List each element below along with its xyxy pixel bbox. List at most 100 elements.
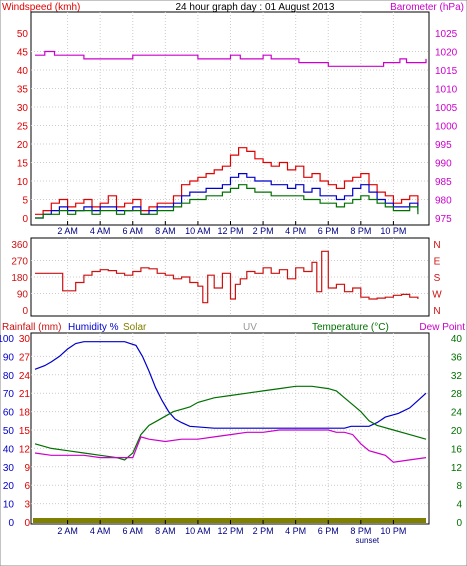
rainfall-axis-tick-6: 18 bbox=[19, 408, 31, 419]
humidity-axis-tick-10: 100 bbox=[0, 334, 14, 345]
humidity-axis-tick-8: 80 bbox=[3, 371, 15, 382]
temp-panel-xlabel-0: 2 AM bbox=[57, 526, 78, 536]
barometer-axis-tick-9: 1020 bbox=[435, 48, 458, 59]
rainfall-axis-tick-1: 3 bbox=[24, 500, 30, 511]
barometer-axis-tick-1: 980 bbox=[435, 196, 452, 207]
humidity-axis-tick-3: 30 bbox=[3, 463, 15, 474]
humidity-axis-tick-5: 50 bbox=[3, 426, 15, 437]
solar-label: Solar bbox=[123, 322, 147, 333]
series-barometer bbox=[35, 50, 427, 67]
rainfall-axis-tick-7: 21 bbox=[19, 389, 31, 400]
uv-label: UV bbox=[243, 322, 257, 333]
barometer-axis-tick-6: 1005 bbox=[435, 103, 458, 114]
temperature-axis-tick-1: 4 bbox=[456, 500, 462, 511]
barometer-axis-tick-7: 1010 bbox=[435, 85, 458, 96]
rainfall-axis-tick-9: 27 bbox=[19, 352, 31, 363]
direction-axis-tick-2: 180 bbox=[11, 273, 28, 284]
temp-panel-xlabel-4: 10 AM bbox=[185, 526, 211, 536]
temperature-axis-tick-2: 8 bbox=[456, 481, 462, 492]
temp-panel-xlabel-9: 8 PM bbox=[350, 526, 371, 536]
dew-point-label: Dew Point bbox=[419, 322, 465, 333]
wind-panel-xlabel-4: 10 AM bbox=[185, 226, 211, 236]
windspeed-axis-tick-4: 20 bbox=[17, 140, 29, 151]
rainfall-axis-tick-4: 12 bbox=[19, 444, 31, 455]
compass-axis-tick-3: E bbox=[434, 257, 441, 268]
barometer-axis-tick-2: 985 bbox=[435, 177, 452, 188]
windspeed-axis-tick-1: 5 bbox=[22, 196, 28, 207]
series-dew-point bbox=[34, 429, 427, 463]
wind-panel-xlabel-7: 4 PM bbox=[285, 226, 306, 236]
series-wind-gust bbox=[35, 147, 419, 215]
humidity-axis-tick-2: 20 bbox=[3, 481, 15, 492]
rainfall-axis-tick-0: 0 bbox=[24, 518, 30, 529]
compass-axis-tick-4: N bbox=[433, 240, 440, 251]
rainfall-axis-tick-5: 15 bbox=[19, 426, 31, 437]
series-humidity bbox=[34, 341, 427, 429]
series-wind-direction bbox=[35, 250, 419, 304]
wind-panel-xlabel-0: 2 AM bbox=[57, 226, 78, 236]
temp-panel-xlabel-8: 6 PM bbox=[318, 526, 339, 536]
wind-panel-xlabel-10: 10 PM bbox=[380, 226, 406, 236]
windspeed-axis-tick-0: 0 bbox=[22, 214, 28, 225]
direction-axis-tick-0: 0 bbox=[22, 306, 28, 317]
humidity-axis-tick-6: 60 bbox=[3, 408, 15, 419]
humidity-axis-tick-4: 40 bbox=[3, 444, 15, 455]
windspeed-axis-tick-2: 10 bbox=[17, 177, 29, 188]
barometer-axis-tick-8: 1015 bbox=[435, 66, 458, 77]
windspeed-axis-tick-7: 35 bbox=[17, 85, 29, 96]
direction-axis-tick-3: 270 bbox=[11, 257, 28, 268]
temp-panel-xlabel-7: 4 PM bbox=[285, 526, 306, 536]
temp-panel-xlabel-1: 4 AM bbox=[90, 526, 111, 536]
windspeed-title: Windspeed (kmh) bbox=[2, 2, 80, 13]
wind-panel-xlabel-5: 12 PM bbox=[217, 226, 243, 236]
rainfall-axis-tick-10: 30 bbox=[19, 334, 31, 345]
windspeed-axis-tick-9: 45 bbox=[17, 48, 29, 59]
wind-barometer-panel: 0510152025303540455097598098599099510001… bbox=[17, 11, 458, 245]
temperature-axis-tick-0: 0 bbox=[456, 518, 462, 529]
temperature-axis-tick-4: 16 bbox=[451, 444, 463, 455]
wind-panel-xlabel-6: 2 PM bbox=[253, 226, 274, 236]
temp-panel-xlabel-5: 12 PM bbox=[217, 526, 243, 536]
rainfall-axis-tick-3: 9 bbox=[24, 463, 30, 474]
temperature-axis-tick-5: 20 bbox=[451, 426, 463, 437]
barometer-title: Barometer (hPa) bbox=[390, 2, 464, 13]
wind-panel-xlabel-3: 8 AM bbox=[155, 226, 176, 236]
wind-panel-xlabel-8: 6 PM bbox=[318, 226, 339, 236]
series-rainfall bbox=[33, 518, 426, 523]
barometer-axis-tick-10: 1025 bbox=[435, 29, 458, 40]
windspeed-axis-tick-10: 50 bbox=[17, 29, 29, 40]
rainfall-axis-tick-2: 6 bbox=[24, 481, 30, 492]
rainfall-label: Rainfall (mm) bbox=[2, 322, 61, 333]
graph-title: 24 hour graph day : 01 August 2013 bbox=[175, 2, 334, 13]
temperature-axis-tick-8: 32 bbox=[451, 371, 463, 382]
temp-panel-sunset-label: sunset bbox=[356, 536, 380, 545]
barometer-axis-tick-4: 995 bbox=[435, 140, 452, 151]
barometer-axis-tick-3: 990 bbox=[435, 159, 452, 170]
windspeed-axis-tick-3: 15 bbox=[17, 159, 29, 170]
temperature-axis-tick-3: 12 bbox=[451, 463, 463, 474]
temperature-axis-tick-7: 28 bbox=[451, 389, 463, 400]
compass-axis-tick-1: W bbox=[432, 290, 442, 301]
temperature-axis-tick-9: 36 bbox=[451, 352, 463, 363]
windspeed-axis-tick-5: 25 bbox=[17, 122, 29, 133]
temperature-axis-tick-10: 40 bbox=[451, 334, 463, 345]
temperature-label: Temperature (°C) bbox=[312, 322, 389, 333]
compass-axis-tick-0: N bbox=[433, 306, 440, 317]
wind-panel-xlabel-1: 4 AM bbox=[90, 226, 111, 236]
temp-panel-xlabel-3: 8 AM bbox=[155, 526, 176, 536]
wind-panel-xlabel-2: 6 AM bbox=[122, 226, 143, 236]
barometer-axis-tick-5: 1000 bbox=[435, 122, 458, 133]
windspeed-axis-tick-8: 40 bbox=[17, 66, 29, 77]
temp-panel-xlabel-6: 2 PM bbox=[253, 526, 274, 536]
windspeed-axis-tick-6: 30 bbox=[17, 103, 29, 114]
humidity-axis-tick-0: 0 bbox=[8, 518, 14, 529]
series-temperature bbox=[34, 385, 427, 461]
temp-panel-xlabel-10: 10 PM bbox=[380, 526, 406, 536]
humidity-axis-tick-9: 90 bbox=[3, 352, 15, 363]
rainfall-axis-tick-8: 24 bbox=[19, 371, 31, 382]
temperature-axis-tick-6: 24 bbox=[451, 408, 463, 419]
humidity-label: Humidity % bbox=[68, 322, 119, 333]
wind-panel-xlabel-9: 8 PM bbox=[350, 226, 371, 236]
